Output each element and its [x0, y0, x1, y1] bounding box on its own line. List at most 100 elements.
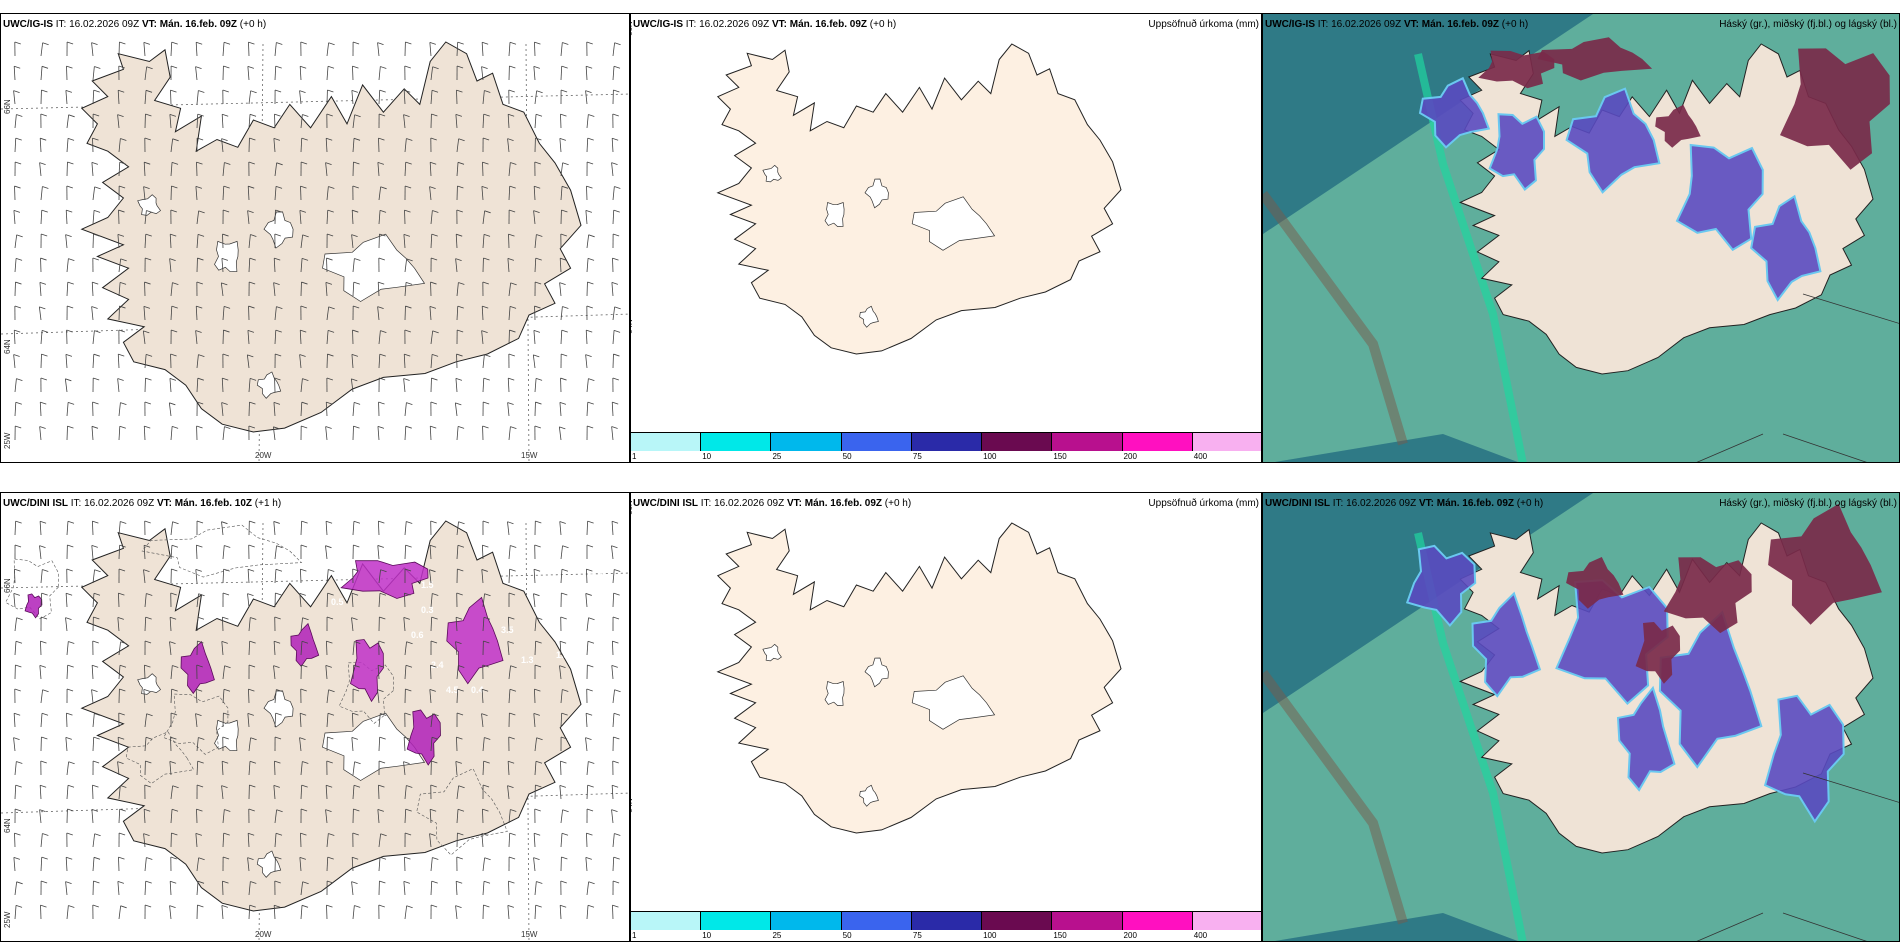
- wind-barb: [92, 401, 99, 417]
- wind-barb: [118, 664, 127, 680]
- wind-barb: [612, 569, 621, 584]
- wind-barb: [40, 353, 48, 369]
- wind-barb: [144, 760, 152, 776]
- wind-barb: [169, 377, 177, 393]
- colorbar-tick-label: 50: [842, 452, 852, 461]
- wind-barb: [222, 712, 230, 728]
- wind-barb: [612, 209, 620, 225]
- wind-barb: [377, 809, 384, 824]
- high-cloud-area: [1537, 37, 1653, 81]
- wind-barb: [118, 209, 125, 225]
- wind-barb: [404, 808, 412, 824]
- wind-barb: [585, 737, 592, 752]
- valid-time: Mán. 16.feb. 09Z: [804, 498, 882, 509]
- wind-barb: [378, 89, 386, 105]
- wind-barb: [274, 209, 282, 225]
- wind-barb: [222, 209, 230, 225]
- model-name: UWC/DINI ISL: [1265, 498, 1330, 509]
- wind-barb: [586, 617, 595, 632]
- wind-barb: [247, 185, 255, 201]
- wind-barb: [559, 904, 567, 920]
- panel-title: UWC/DINI ISL IT: 16.02.2026 09Z VT: Mán.…: [633, 498, 911, 509]
- wind-barb: [118, 305, 126, 321]
- wind-barb: [144, 616, 152, 632]
- colorbar-swatch: [701, 912, 772, 930]
- wind-barb: [274, 616, 281, 632]
- wind-barb: [299, 209, 307, 225]
- wind-barb: [221, 257, 229, 273]
- wind-barb: [91, 306, 98, 321]
- precip-hatch-area: [416, 768, 508, 856]
- wind-barb: [38, 306, 46, 321]
- wind-barb: [429, 544, 437, 560]
- wind-barb: [482, 784, 490, 800]
- wind-barb: [66, 905, 75, 920]
- wind-barb: [378, 616, 386, 632]
- wind-barb: [118, 832, 126, 848]
- iceland-land: [1458, 43, 1874, 375]
- wind-barb: [92, 833, 101, 848]
- wind-barb: [40, 833, 49, 848]
- wind-barb: [248, 113, 257, 129]
- wind-barb: [612, 113, 619, 129]
- wind-barb: [482, 593, 491, 608]
- wind-barb: [40, 113, 47, 129]
- wind-barb: [169, 905, 176, 920]
- wind-barb: [300, 234, 309, 249]
- wind-barb: [430, 784, 437, 800]
- wind-barb: [378, 353, 386, 369]
- wind-barb: [196, 808, 203, 824]
- wind-barb: [560, 65, 568, 81]
- panel-title: UWC/IG-IS IT: 16.02.2026 09Z VT: Mán. 16…: [1265, 19, 1528, 30]
- wind-barb: [378, 784, 385, 800]
- wind-barb: [482, 664, 489, 680]
- wind-barb: [143, 425, 151, 441]
- mid-cloud-area: [1658, 610, 1763, 769]
- wind-barb: [507, 113, 515, 129]
- it-label: IT:: [700, 498, 712, 509]
- wind-barb: [118, 568, 126, 584]
- wind-barb: [40, 233, 48, 249]
- wind-barb: [456, 712, 464, 728]
- region-boundary: [1696, 912, 1764, 941]
- colorbar-tick-label: 400: [1193, 452, 1208, 461]
- wind-barb: [352, 641, 361, 656]
- wind-barb: [586, 378, 595, 393]
- wind-barb: [585, 712, 593, 728]
- wind-barb: [196, 544, 203, 560]
- wind-barb: [40, 377, 48, 393]
- wind-barb: [378, 137, 385, 153]
- wind-barb: [248, 257, 256, 273]
- wind-barb: [196, 90, 205, 105]
- wind-barb: [377, 689, 384, 704]
- precip-value-label: 0.7: [591, 570, 604, 580]
- wind-barb: [482, 616, 491, 632]
- wind-barb: [456, 65, 464, 81]
- wind-barb: [403, 736, 411, 752]
- wind-barb: [143, 186, 150, 201]
- wind-barb: [508, 426, 517, 441]
- wind-barb: [481, 185, 489, 201]
- wind-barb: [274, 736, 282, 752]
- wind-barb: [404, 544, 412, 560]
- wind-barb: [170, 712, 178, 728]
- wind-barb: [221, 760, 229, 776]
- wind-barb: [144, 593, 153, 608]
- wind-barb: [196, 593, 205, 608]
- panel-title: UWC/DINI ISL IT: 16.02.2026 09Z VT: Mán.…: [3, 498, 281, 509]
- wind-barb: [404, 592, 411, 608]
- precip-value-label: 0.5: [331, 597, 344, 607]
- wind-barb: [14, 137, 22, 153]
- wind-barb: [65, 353, 73, 369]
- colorbar-swatch: [982, 912, 1053, 930]
- wind-barb: [248, 640, 256, 656]
- high-cloud-area: [1635, 622, 1681, 684]
- wind-barb: [560, 760, 567, 776]
- wind-barb: [274, 329, 282, 345]
- precip-map: [716, 522, 1122, 834]
- wind-barb: [456, 209, 463, 225]
- wind-barb: [378, 760, 386, 776]
- wind-barb: [404, 856, 411, 872]
- wind-barb: [430, 736, 439, 752]
- wind-barb: [248, 305, 255, 321]
